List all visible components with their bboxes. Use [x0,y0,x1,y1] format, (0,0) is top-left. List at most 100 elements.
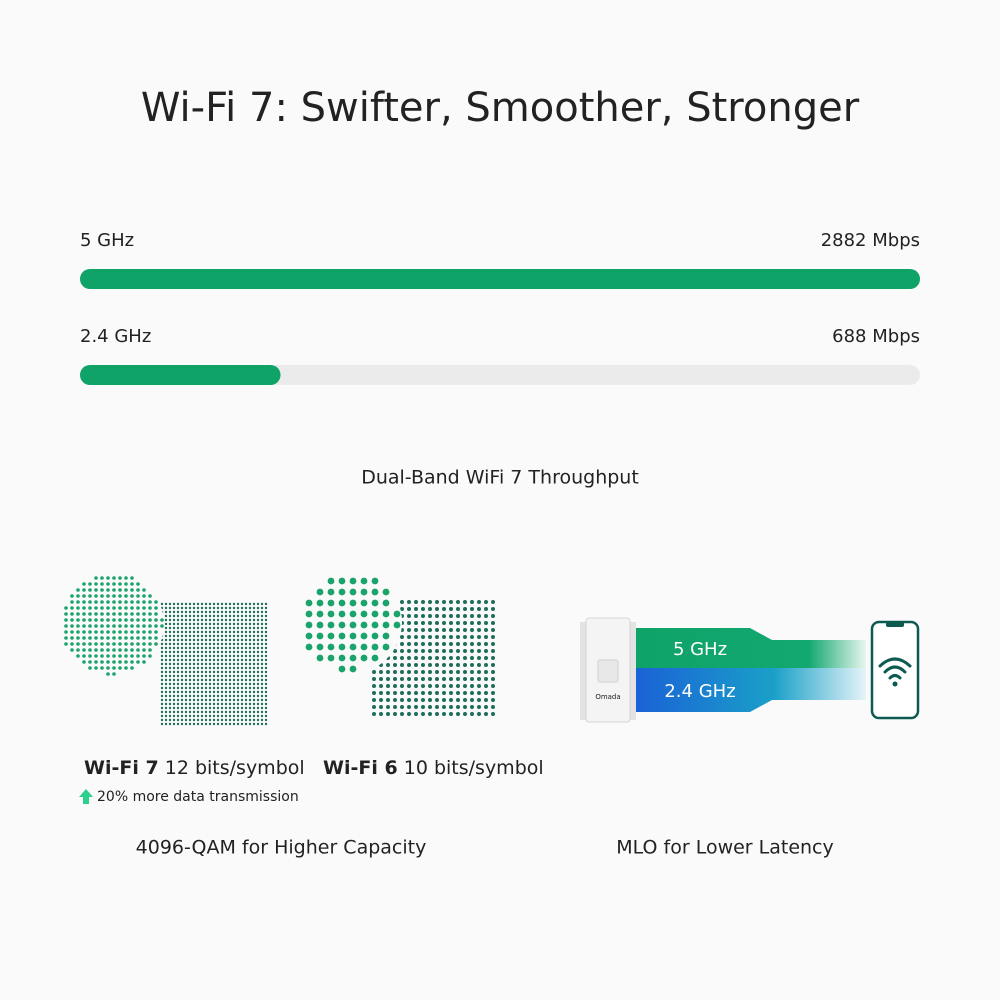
qam-dot [130,648,134,652]
qam-dot [491,642,495,646]
qam-dot [188,650,192,654]
qam-dot [232,670,236,674]
qam-dot [208,714,212,718]
qam-dot [449,642,453,646]
qam-dot [414,656,418,660]
qam-dot [200,650,204,654]
bar [80,269,920,289]
qam-dot [491,712,495,716]
qam-dot [100,648,104,652]
bar [80,365,281,385]
qam-dot [212,702,216,706]
qam-dot [252,686,256,690]
qam-dot [172,614,176,618]
qam-dot [204,666,208,670]
qam-dot [224,646,228,650]
qam-dot [100,582,104,586]
qam-dot [244,714,248,718]
qam-dot [88,642,92,646]
qam-dot [456,607,460,611]
qam-dot [82,612,86,616]
qam-dot [208,718,212,722]
qam-dot [435,649,439,653]
qam-dot [244,642,248,646]
qam-dot [154,642,158,646]
qam-dot [168,674,172,678]
qam-dot [208,698,212,702]
qam-dot [196,622,200,626]
qam-dot [220,682,224,686]
qam-dot [220,702,224,706]
qam-dot [168,702,172,706]
qam-dot [216,694,220,698]
qam-dot [106,636,110,640]
qam-dot [100,576,104,580]
qam-dot [160,694,164,698]
qam-dot [260,634,264,638]
qam-label: Wi-Fi 6 10 bits/symbol [323,757,544,779]
qam-dot [172,702,176,706]
qam-dot [164,722,168,726]
qam-dot [264,638,268,642]
qam-dot [244,678,248,682]
qam-dot [372,691,376,695]
qam-dot [94,636,98,640]
qam-dot [216,710,220,714]
qam-dot [112,624,116,628]
qam-dot [100,588,104,592]
qam-dot [70,630,74,634]
qam-dot [224,634,228,638]
qam-dot [224,694,228,698]
qam-dot [100,594,104,598]
qam-dot [371,577,379,585]
qam-dot [224,682,228,686]
wifi-icon-dot [892,681,898,687]
qam-dot [360,610,368,618]
qam-dot [252,658,256,662]
qam-dot [112,642,116,646]
qam-dot [100,666,104,670]
qam-dot [236,658,240,662]
qam-dot [168,622,172,626]
qam-dot [180,606,184,610]
qam-dot [421,656,425,660]
qam-dot [240,670,244,674]
qam-dot [456,691,460,695]
qam-dot [248,698,252,702]
qam-dot [449,684,453,688]
qam-dot [124,642,128,646]
qam-dot [216,626,220,630]
qam-dot [264,602,268,606]
qam-dot [112,654,116,658]
qam-dot [118,612,122,616]
qam-dot [463,698,467,702]
qam-dot [200,714,204,718]
qam-dot [232,650,236,654]
qam-dot [94,600,98,604]
qam-dot [236,706,240,710]
qam-dot [224,614,228,618]
qam-dot [228,614,232,618]
qam-dot [196,642,200,646]
qam-dot [154,600,158,604]
qam-dot [244,650,248,654]
qam-dot [216,654,220,658]
qam-dot [256,606,260,610]
qam-dot [76,648,80,652]
qam-dot [360,621,368,629]
qam-dot [264,686,268,690]
qam-dot [100,630,104,634]
qam-dot [176,618,180,622]
qam-dot [260,666,264,670]
qam-dot [82,636,86,640]
qam-dot [160,618,164,622]
qam-dot [148,618,152,622]
qam-dot [208,690,212,694]
qam-dot [76,642,80,646]
qam-dot [168,706,172,710]
qam-dot [327,654,335,662]
qam-dot [421,621,425,625]
qam-dot [248,670,252,674]
qam-dot [470,642,474,646]
qam-dot [76,594,80,598]
